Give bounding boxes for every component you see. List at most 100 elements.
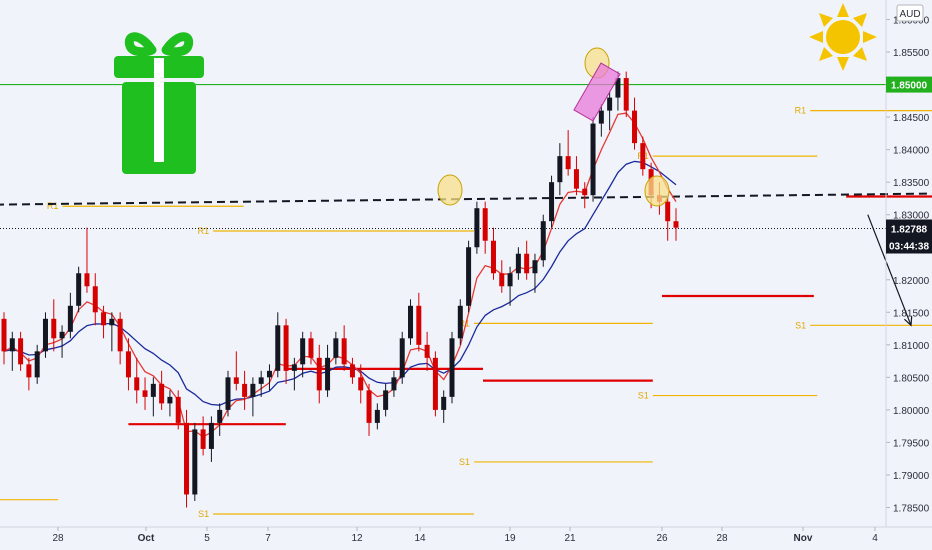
price-tick-label: 1.83000 <box>893 211 930 222</box>
candle-body <box>9 338 15 352</box>
pivot-label-s1: S1 <box>795 320 806 330</box>
time-tick-label: 28 <box>716 533 728 544</box>
candle-body <box>225 377 231 410</box>
time-tick-label: 14 <box>414 533 426 544</box>
candle-body <box>101 312 107 326</box>
candle-body <box>540 221 546 261</box>
pivot-label-r1: R1 <box>198 226 210 236</box>
candle-body <box>125 351 131 378</box>
candle-body <box>499 273 505 287</box>
time-axis[interactable]: 28 Oct 5 7 12 14 19 21 26 28 Nov 4 <box>52 527 878 544</box>
candle-body <box>208 422 214 449</box>
candle-body <box>341 338 347 365</box>
pivot-label-s1: S1 <box>198 509 209 519</box>
candle-body <box>92 286 98 313</box>
gift-icon <box>114 32 204 174</box>
currency-box[interactable] <box>896 4 924 22</box>
candle-body <box>233 377 239 384</box>
time-tick-label: Oct <box>138 533 155 544</box>
pivot-layer: R1S1R1S1R1S1R1S1R1S1 <box>0 106 932 519</box>
candle-body <box>109 318 115 326</box>
highlight-circle <box>437 174 463 206</box>
candle-body <box>308 338 314 358</box>
time-tick-label: 4 <box>872 533 878 544</box>
pivot-label-r1: R1 <box>795 106 807 116</box>
price-tick-label: 1.78500 <box>893 503 930 514</box>
candle-body <box>482 208 488 241</box>
candle-body <box>565 156 571 170</box>
time-tick-label: 28 <box>52 533 64 544</box>
candle-body <box>524 253 530 274</box>
candle-body <box>673 221 679 228</box>
candle-body <box>391 377 397 391</box>
fast-moving-average-line <box>3 112 677 438</box>
candle-body <box>300 338 306 365</box>
candle-body <box>26 364 32 378</box>
price-tick-label: 1.80500 <box>893 373 930 384</box>
candle-body <box>582 188 588 196</box>
time-tick-label: Nov <box>794 533 813 544</box>
time-tick-label: 21 <box>564 533 576 544</box>
pivot-label-s1: S1 <box>638 391 649 401</box>
candle-body <box>283 325 289 371</box>
candle-body <box>333 338 339 358</box>
candle-body <box>623 78 629 111</box>
currency-label: AUD <box>899 9 920 20</box>
candle-body <box>573 169 579 189</box>
candle-body <box>192 429 198 495</box>
candle-body <box>316 357 322 391</box>
candle-body <box>242 383 248 397</box>
candle-body <box>383 390 389 410</box>
pivot-label-r1: R1 <box>458 318 470 328</box>
candle-body <box>150 383 156 397</box>
candle-body <box>449 338 455 397</box>
candle-body <box>159 383 165 404</box>
candle-body <box>67 305 73 332</box>
candle-body <box>374 409 380 423</box>
bar-countdown: 03:44:38 <box>889 241 929 252</box>
price-tick-label: 1.81500 <box>893 308 930 319</box>
candle-body <box>549 182 555 222</box>
highlight-circle <box>644 175 670 207</box>
candle-body <box>590 123 596 196</box>
candle-body <box>557 156 563 183</box>
candle-body <box>51 318 57 339</box>
last-price-value: 1.82788 <box>891 224 928 235</box>
candle-body <box>59 331 65 339</box>
candle-body <box>76 273 82 306</box>
candle-body <box>18 338 24 365</box>
candle-body <box>275 325 281 371</box>
candle-body <box>134 377 140 391</box>
pivot-label-s1: S1 <box>459 457 470 467</box>
candle-body <box>598 110 604 124</box>
candle-body <box>366 390 372 423</box>
candle-body <box>167 396 173 404</box>
price-tick-label: 1.80000 <box>893 406 930 417</box>
candle-body <box>42 318 48 352</box>
candle-body <box>457 305 463 339</box>
price-tick-label: 1.79500 <box>893 438 930 449</box>
candle-body <box>607 97 613 111</box>
candle-body <box>640 143 646 170</box>
projection-arrow-head <box>903 316 913 327</box>
price-tick-label: 1.85500 <box>893 48 930 59</box>
candle-body <box>184 422 190 495</box>
sun-icon <box>809 3 877 71</box>
candle-body <box>474 208 480 248</box>
price-tick-label: 1.83500 <box>893 178 930 189</box>
price-tick-label: 1.81000 <box>893 341 930 352</box>
candle-body <box>615 78 621 98</box>
price-tick-label: 1.84000 <box>893 146 930 157</box>
candle-body <box>424 344 430 358</box>
time-tick-label: 5 <box>204 533 210 544</box>
candle-body <box>217 409 223 423</box>
candle-body <box>441 396 447 410</box>
candle-body <box>258 377 264 384</box>
candle-body <box>117 318 123 352</box>
candle-body <box>250 383 256 397</box>
candle-body <box>142 390 148 397</box>
candle-body <box>632 110 638 144</box>
candles-layer[interactable] <box>1 71 679 508</box>
